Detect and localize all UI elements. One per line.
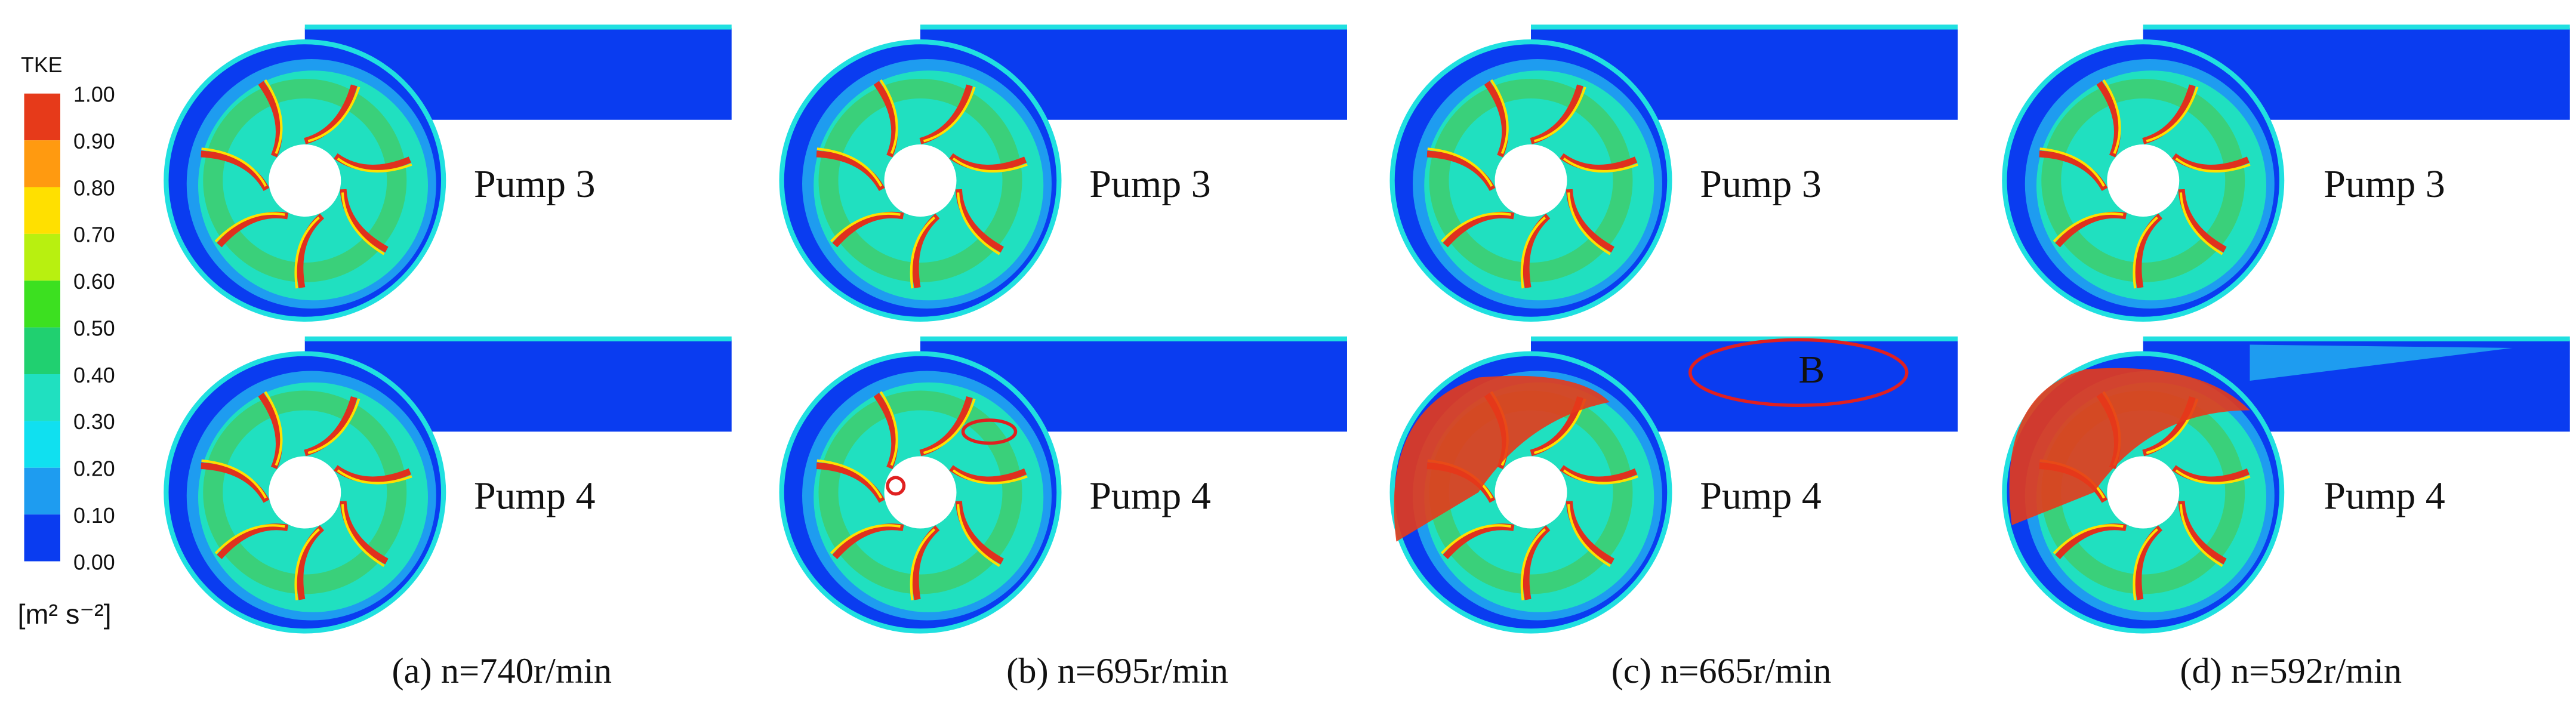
pump-label: Pump 3 <box>1700 162 1822 206</box>
colorbar-tick-label: 0.70 <box>73 223 115 247</box>
colorbar-unit: [m² s⁻²] <box>18 599 112 630</box>
colorbar-tick-label: 1.00 <box>73 83 115 107</box>
pump-label: Pump 4 <box>1700 474 1822 518</box>
colorbar-tick-label: 0.60 <box>73 270 115 294</box>
pump-label: Pump 4 <box>474 474 596 518</box>
panel-caption: (d) n=592r/min <box>2180 651 2402 691</box>
pump-label: Pump 4 <box>1089 474 1211 518</box>
pump-label: Pump 4 <box>2324 474 2445 518</box>
panel-caption: (c) n=665r/min <box>1611 651 1831 691</box>
colorbar-tick-label: 0.80 <box>73 176 115 200</box>
pump-label: Pump 3 <box>474 162 596 206</box>
pump-label: Pump 3 <box>1089 162 1211 206</box>
colorbar-tick-label: 0.00 <box>73 550 115 574</box>
colorbar: TKE 1.00 0.90 0.80 0.70 0.60 0.50 0.40 0.30 0.20… <box>18 53 115 630</box>
colorbar-tick-label: 0.30 <box>73 410 115 434</box>
colorbar-tick-label: 0.20 <box>73 457 115 481</box>
panel-caption: (b) n=695r/min <box>1006 651 1228 691</box>
colorbar-tick-label: 0.40 <box>73 363 115 387</box>
colorbar-tick-label: 0.90 <box>73 130 115 153</box>
pump-label: Pump 3 <box>2324 162 2445 206</box>
colorbar-title: TKE <box>21 53 63 77</box>
annotation: B <box>1798 348 1825 392</box>
colorbar-tick-label: 0.50 <box>73 316 115 340</box>
colorbar-tick-label: 0.10 <box>73 504 115 528</box>
panel-caption: (a) n=740r/min <box>392 651 612 691</box>
